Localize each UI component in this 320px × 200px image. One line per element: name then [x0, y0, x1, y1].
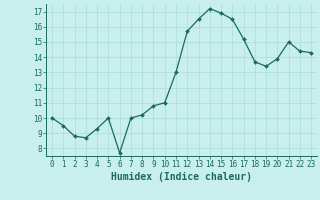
X-axis label: Humidex (Indice chaleur): Humidex (Indice chaleur)	[111, 172, 252, 182]
